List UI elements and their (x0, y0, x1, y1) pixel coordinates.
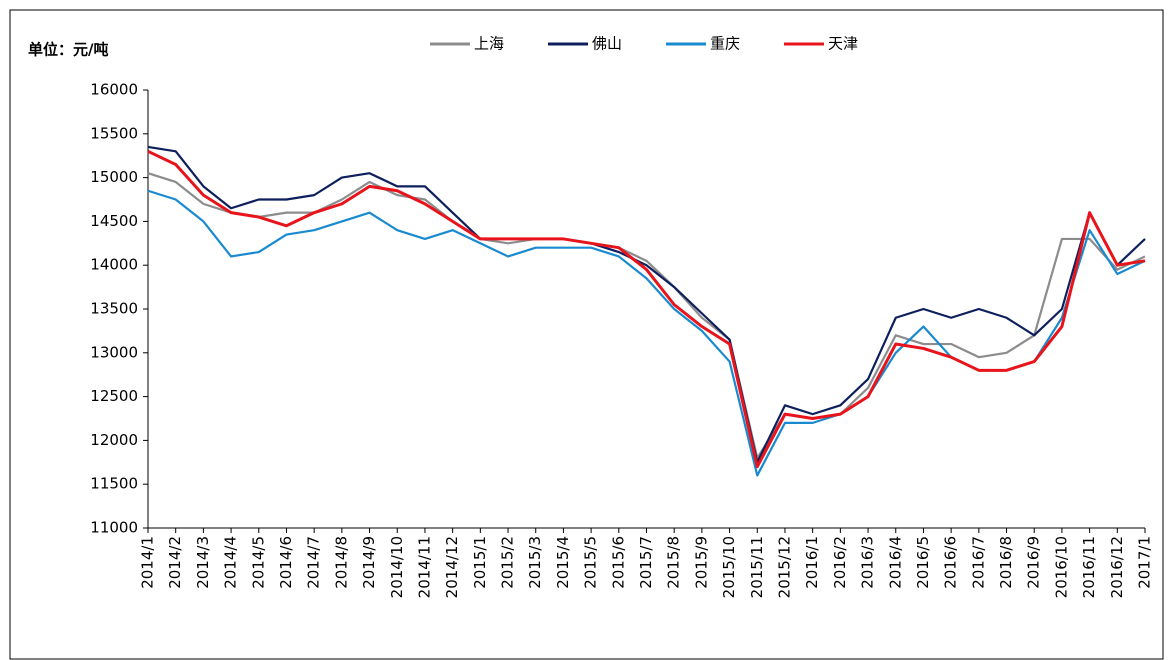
y-tick-label: 12500 (90, 387, 138, 405)
x-tick-label: 2016/1 (803, 536, 821, 589)
x-tick-label: 2015/12 (775, 536, 793, 598)
y-tick-label: 13000 (90, 343, 138, 361)
legend-label: 上海 (474, 35, 504, 53)
series-line (147, 145, 1146, 464)
legend-label: 天津 (828, 35, 858, 53)
x-tick-label: 2015/2 (499, 536, 517, 589)
x-tick-label: 2014/1 (139, 536, 157, 589)
y-tick-label: 11500 (90, 475, 138, 493)
y-tick-label: 15500 (90, 124, 138, 142)
x-tick-label: 2015/10 (720, 536, 738, 598)
x-tick-label: 2014/11 (415, 536, 433, 598)
x-tick-label: 2016/4 (886, 536, 904, 589)
x-tick-label: 2016/3 (859, 536, 877, 589)
y-tick-label: 13500 (90, 300, 138, 318)
x-tick-label: 2014/12 (443, 536, 461, 598)
y-tick-label: 14000 (90, 256, 138, 274)
x-tick-label: 2014/10 (388, 536, 406, 598)
x-tick-label: 2017/1 (1136, 536, 1154, 589)
x-tick-label: 2016/11 (1080, 536, 1098, 598)
series-line (147, 149, 1146, 469)
x-tick-label: 2016/7 (969, 536, 987, 589)
x-tick-label: 2016/10 (1052, 536, 1070, 598)
x-tick-label: 2014/2 (166, 536, 184, 589)
x-tick-label: 2014/5 (249, 536, 267, 589)
x-tick-label: 2015/6 (609, 536, 627, 589)
x-tick-label: 2015/8 (665, 536, 683, 589)
x-tick-label: 2014/8 (332, 536, 350, 589)
x-tick-label: 2015/3 (526, 536, 544, 589)
x-tick-label: 2015/4 (554, 536, 572, 589)
x-tick-label: 2014/4 (222, 536, 240, 589)
legend-label: 重庆 (710, 35, 740, 53)
x-tick-label: 2016/5 (914, 536, 932, 589)
x-tick-label: 2015/5 (582, 536, 600, 589)
x-tick-label: 2014/7 (305, 536, 323, 589)
x-tick-label: 2014/3 (194, 536, 212, 589)
y-tick-label: 12000 (90, 431, 138, 449)
y-tick-label: 16000 (90, 81, 138, 99)
unit-label: 单位：元/吨 (28, 41, 108, 59)
x-tick-label: 2015/7 (637, 536, 655, 589)
y-tick-label: 15000 (90, 168, 138, 186)
x-tick-label: 2015/1 (471, 536, 489, 589)
x-tick-label: 2014/9 (360, 536, 378, 589)
x-tick-label: 2016/2 (831, 536, 849, 589)
y-tick-label: 11000 (90, 519, 138, 537)
frame (9, 9, 1164, 660)
x-tick-label: 2015/9 (692, 536, 710, 589)
x-tick-label: 2015/11 (748, 536, 766, 598)
legend-label: 佛山 (592, 35, 622, 53)
x-tick-label: 2016/12 (1108, 536, 1126, 598)
x-tick-label: 2016/6 (942, 536, 960, 589)
y-tick-label: 14500 (90, 212, 138, 230)
x-tick-label: 2016/9 (1025, 536, 1043, 589)
x-tick-label: 2016/8 (997, 536, 1015, 589)
x-tick-label: 2014/6 (277, 536, 295, 589)
